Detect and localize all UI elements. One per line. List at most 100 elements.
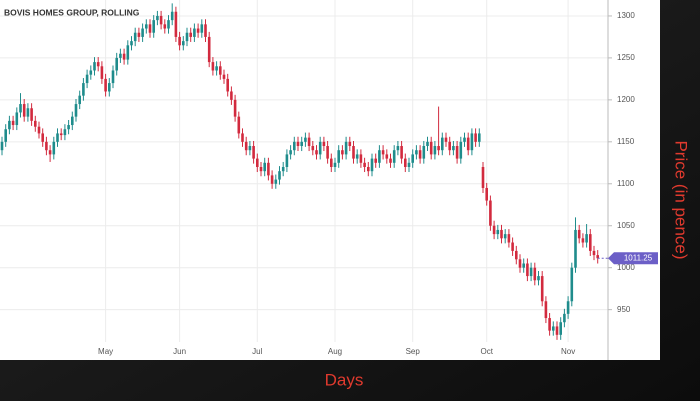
candle-body <box>500 229 503 239</box>
candle-body <box>248 146 252 151</box>
candle-body <box>444 137 448 142</box>
candle-body <box>448 141 451 151</box>
candle-body <box>59 133 63 136</box>
candle-body <box>237 116 241 134</box>
candle-body <box>315 150 318 155</box>
y-tick-label: 1000 <box>617 263 635 272</box>
candle-body <box>244 141 248 151</box>
y-tick-label: 1150 <box>617 137 635 146</box>
candle-body <box>296 141 300 147</box>
candle-body <box>470 133 474 151</box>
candle-body <box>26 108 30 117</box>
candle-body <box>178 36 181 46</box>
y-tick-label: 950 <box>617 305 631 314</box>
candle-body <box>145 24 148 29</box>
candle-body <box>492 225 496 235</box>
candle-body <box>559 322 562 335</box>
candle-body <box>89 70 93 75</box>
candle-body <box>30 108 33 121</box>
candle-body <box>67 125 70 130</box>
candle-body <box>496 229 500 235</box>
y-tick-label: 1100 <box>617 179 635 188</box>
candle-body <box>422 146 426 159</box>
candle-body <box>359 154 363 163</box>
candle-body <box>429 141 433 155</box>
candle-body <box>93 62 96 71</box>
candle-body <box>304 137 307 142</box>
candle-body <box>204 24 207 37</box>
candle-body <box>108 83 111 92</box>
candle-body <box>230 91 233 100</box>
candle-body <box>529 267 533 277</box>
candle-body <box>22 104 26 117</box>
plot-area <box>0 0 660 360</box>
candle-body <box>322 141 326 147</box>
candle-body <box>45 141 48 151</box>
candle-body <box>196 28 200 33</box>
candle-body <box>41 133 44 142</box>
candle-body <box>589 234 592 251</box>
candle-body <box>515 250 518 260</box>
candle-body <box>133 32 137 42</box>
candle-body <box>219 66 222 75</box>
candle-body <box>511 242 514 251</box>
candle-body <box>592 250 596 256</box>
candle-body <box>278 171 281 180</box>
x-tick-label: Nov <box>561 347 575 356</box>
candle-body <box>389 158 392 163</box>
candle-body <box>122 53 126 60</box>
candle-body <box>437 146 440 151</box>
candle-body <box>274 179 278 184</box>
candle-body <box>548 318 551 331</box>
candle-body <box>137 32 141 37</box>
candle-body <box>581 238 585 243</box>
candle-body <box>85 74 89 84</box>
candle-body <box>270 175 274 184</box>
candle-body <box>455 146 459 159</box>
candle-body <box>104 78 107 92</box>
candle-body <box>259 166 263 172</box>
candle-body <box>466 137 470 151</box>
y-axis-label: Price (in pence) <box>672 140 691 259</box>
candle-body <box>426 141 429 147</box>
candle-body <box>159 15 163 25</box>
candle-body <box>156 15 159 21</box>
candle-body <box>311 146 315 151</box>
candle-body <box>563 313 566 323</box>
candle-body <box>348 141 352 147</box>
candle-body <box>570 267 574 302</box>
candle-body <box>370 158 374 172</box>
candle-body <box>182 41 185 46</box>
candle-body <box>289 150 292 155</box>
candle-body <box>78 95 81 105</box>
candle-body <box>411 154 414 163</box>
candle-body <box>96 62 100 67</box>
candle-body <box>293 141 296 151</box>
candle-body <box>526 263 529 277</box>
x-tick-label: May <box>98 347 113 356</box>
x-tick-label: Jun <box>173 347 186 356</box>
candle-body <box>540 276 544 302</box>
candle-body <box>285 154 289 167</box>
candle-body <box>226 78 229 92</box>
candle-body <box>174 11 178 37</box>
candle-body <box>126 45 130 60</box>
candle-body <box>566 301 570 314</box>
candle-body <box>63 129 67 136</box>
candle-body <box>200 24 204 33</box>
candle-body <box>555 326 559 335</box>
candle-body <box>115 57 118 71</box>
candle-body <box>452 146 455 151</box>
candle-body <box>333 162 337 167</box>
candle-body <box>152 20 155 33</box>
candle-body <box>400 146 403 159</box>
candle-body <box>396 146 400 151</box>
candle-body <box>215 66 218 71</box>
candle-body <box>385 154 389 159</box>
candle-body <box>48 150 52 155</box>
candle-body <box>111 70 115 84</box>
chart-title: BOVIS HOMES GROUP, ROLLING <box>4 7 140 17</box>
candle-body <box>56 133 59 142</box>
